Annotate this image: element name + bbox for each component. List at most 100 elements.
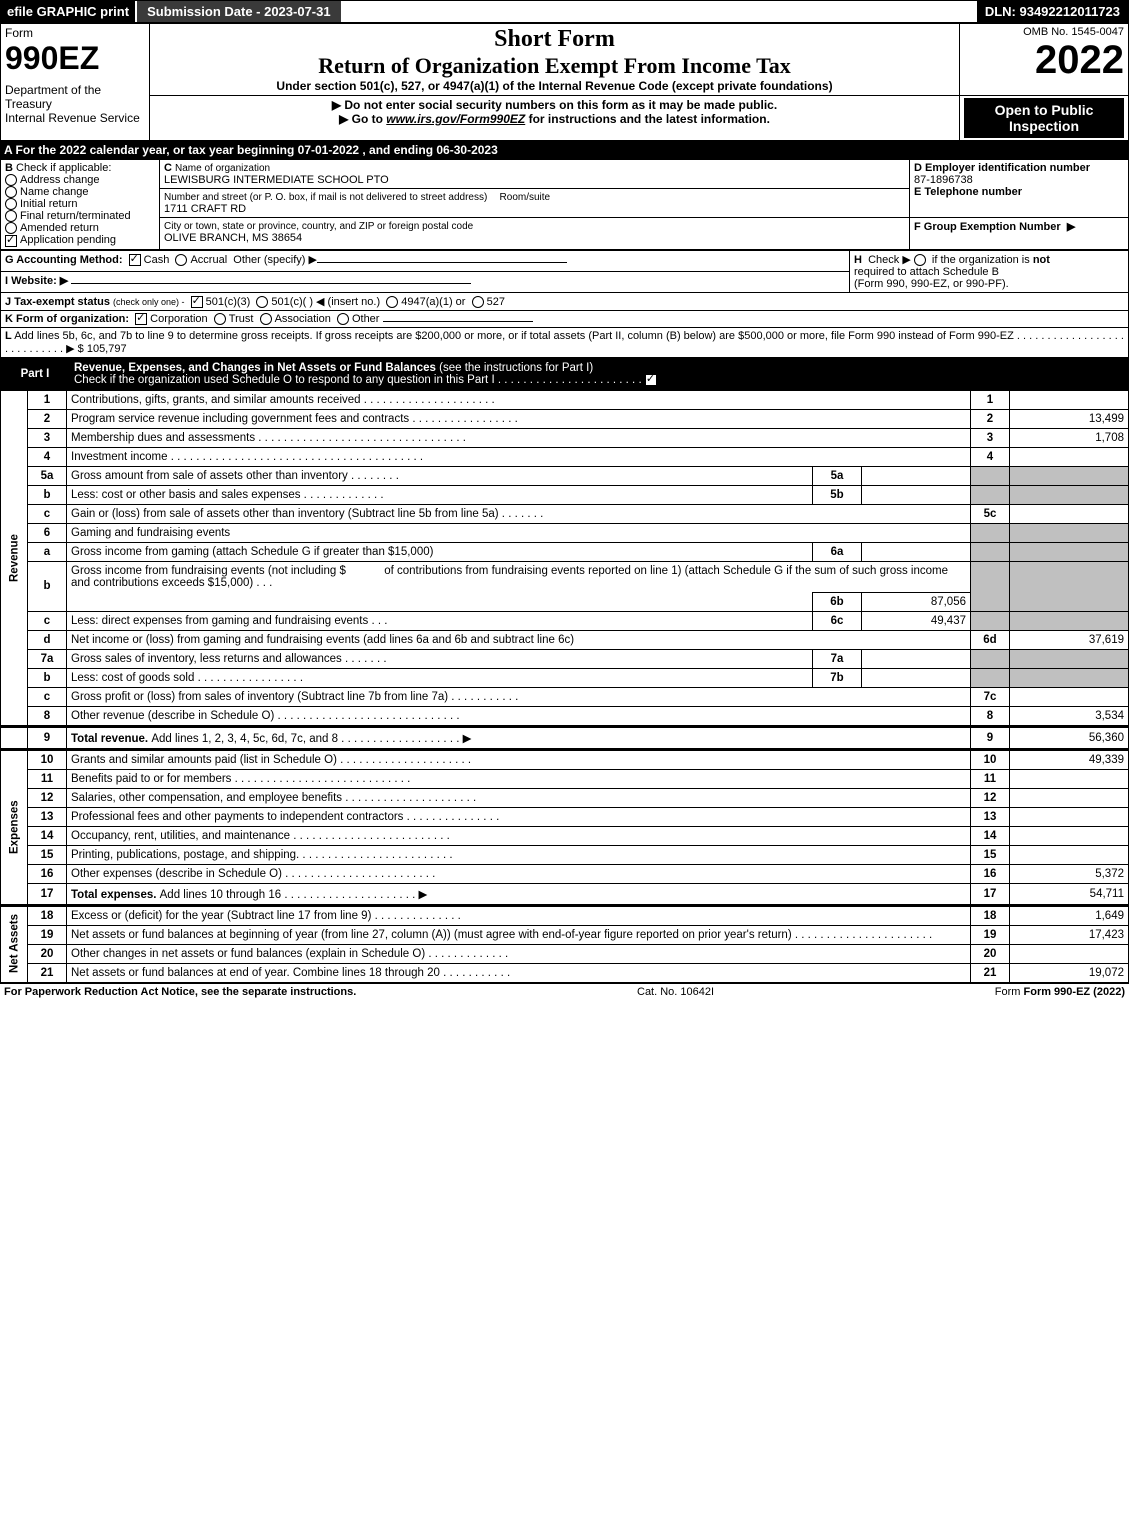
section-g-label: G Accounting Method: xyxy=(5,254,123,266)
final-return-checkbox[interactable] xyxy=(5,210,17,222)
line-9-desc-cell: Total revenue. Add lines 1, 2, 3, 4, 5c,… xyxy=(67,726,971,749)
initial-return-label: Initial return xyxy=(20,198,77,210)
address-change-label: Address change xyxy=(20,174,100,186)
line-15-val xyxy=(1010,845,1129,864)
line-14-box: 14 xyxy=(971,826,1010,845)
line-6c-val-shaded xyxy=(1010,611,1129,630)
other-org-label: Other xyxy=(352,313,380,325)
line-11-box: 11 xyxy=(971,769,1010,788)
line-5c-val xyxy=(1010,504,1129,523)
line-21-val: 19,072 xyxy=(1010,963,1129,982)
line-4-desc: Investment income . . . . . . . . . . . … xyxy=(67,447,971,466)
address-change-checkbox[interactable] xyxy=(5,174,17,186)
info-table: B Check if applicable: Address change Na… xyxy=(0,159,1129,250)
net-assets-side-label: Net Assets xyxy=(1,905,28,982)
line-6a-mval xyxy=(862,542,971,561)
corp-label: Corporation xyxy=(150,313,207,325)
form-label: Form xyxy=(5,26,145,40)
return-title: Return of Organization Exempt From Incom… xyxy=(154,53,955,79)
line-6b-desc-top: Gross income from fundraising events (no… xyxy=(67,561,971,592)
line-10-val: 49,339 xyxy=(1010,749,1129,769)
line-7a-mbox: 7a xyxy=(813,649,862,668)
line-5a-box-shaded xyxy=(971,466,1010,485)
line-11-num: 11 xyxy=(28,769,67,788)
city-label: City or town, state or province, country… xyxy=(164,221,473,232)
line-8-val: 3,534 xyxy=(1010,706,1129,726)
line-5b-desc: Less: cost or other basis and sales expe… xyxy=(67,485,813,504)
line-21-desc: Net assets or fund balances at end of ye… xyxy=(67,963,971,982)
line-6a-num: a xyxy=(28,542,67,561)
other-org-checkbox[interactable] xyxy=(337,313,349,325)
final-return-label: Final return/terminated xyxy=(20,210,131,222)
line-17-num: 17 xyxy=(28,883,67,905)
website-field[interactable] xyxy=(71,283,471,284)
line-6-val-shaded xyxy=(1010,523,1129,542)
line-6b-num: b xyxy=(28,561,67,611)
section-b-label: B xyxy=(5,162,13,174)
line-19-val: 17,423 xyxy=(1010,925,1129,944)
line-6d-box: 6d xyxy=(971,630,1010,649)
line-7b-mval xyxy=(862,668,971,687)
accrual-checkbox[interactable] xyxy=(175,254,187,266)
line-5c-box: 5c xyxy=(971,504,1010,523)
line-16-box: 16 xyxy=(971,864,1010,883)
schedule-o-checkbox[interactable] xyxy=(645,374,657,386)
line-6b-mbox: 6b xyxy=(813,592,862,611)
line-16-val: 5,372 xyxy=(1010,864,1129,883)
other-method-field[interactable] xyxy=(317,262,567,263)
501c3-checkbox[interactable] xyxy=(191,296,203,308)
4947a1-checkbox[interactable] xyxy=(386,296,398,308)
line-5c-num: c xyxy=(28,504,67,523)
section-f-arrow: ▶ xyxy=(1067,221,1075,233)
line-6c-num: c xyxy=(28,611,67,630)
527-checkbox[interactable] xyxy=(472,296,484,308)
line-21-box: 21 xyxy=(971,963,1010,982)
501c-checkbox[interactable] xyxy=(256,296,268,308)
paperwork-notice: For Paperwork Reduction Act Notice, see … xyxy=(4,986,356,998)
trust-checkbox[interactable] xyxy=(214,313,226,325)
line-18-box: 18 xyxy=(971,905,1010,925)
line-8-num: 8 xyxy=(28,706,67,726)
line-13-box: 13 xyxy=(971,807,1010,826)
part1-label: Part I xyxy=(1,358,70,389)
section-j-label: J Tax-exempt status xyxy=(5,296,110,308)
line-7c-box: 7c xyxy=(971,687,1010,706)
app-pending-checkbox[interactable] xyxy=(5,235,17,247)
initial-return-checkbox[interactable] xyxy=(5,198,17,210)
schedule-b-checkbox[interactable] xyxy=(914,254,926,266)
line-13-val xyxy=(1010,807,1129,826)
cash-checkbox[interactable] xyxy=(129,254,141,266)
line-7b-mbox: 7b xyxy=(813,668,862,687)
section-e-label: E Telephone number xyxy=(914,186,1022,198)
line-4-val xyxy=(1010,447,1129,466)
other-org-field[interactable] xyxy=(383,321,533,322)
line-6b-box-shaded xyxy=(971,561,1010,611)
part1-check-text: Check if the organization used Schedule … xyxy=(74,374,495,386)
corp-checkbox[interactable] xyxy=(135,313,147,325)
line-5b-val-shaded xyxy=(1010,485,1129,504)
line-2-val: 13,499 xyxy=(1010,409,1129,428)
assoc-checkbox[interactable] xyxy=(260,313,272,325)
lines-table: Revenue 1 Contributions, gifts, grants, … xyxy=(0,390,1129,983)
line-7a-mval xyxy=(862,649,971,668)
section-c-label: C xyxy=(164,162,172,174)
part1-subtitle: (see the instructions for Part I) xyxy=(439,362,593,374)
line-17-desc-cell: Total expenses. Add lines 10 through 16 … xyxy=(67,883,971,905)
line-9-box: 9 xyxy=(971,726,1010,749)
line-6c-box-shaded xyxy=(971,611,1010,630)
line-6-box-shaded xyxy=(971,523,1010,542)
section-h-text2: if the organization is xyxy=(932,254,1030,266)
org-name: LEWISBURG INTERMEDIATE SCHOOL PTO xyxy=(164,174,389,186)
name-change-checkbox[interactable] xyxy=(5,186,17,198)
line-9-desc2: Add lines 1, 2, 3, 4, 5c, 6d, 7c, and 8 … xyxy=(151,733,471,745)
line-9-desc: Total revenue. xyxy=(71,733,151,745)
name-change-label: Name change xyxy=(20,186,89,198)
line-7b-desc: Less: cost of goods sold . . . . . . . .… xyxy=(67,668,813,687)
line-16-desc: Other expenses (describe in Schedule O) … xyxy=(67,864,971,883)
line-15-num: 15 xyxy=(28,845,67,864)
ghijkl-table: G Accounting Method: Cash Accrual Other … xyxy=(0,250,1129,358)
efile-print-label[interactable]: efile GRAPHIC print xyxy=(1,1,135,22)
line-9-num: 9 xyxy=(28,726,67,749)
accrual-label: Accrual xyxy=(190,254,227,266)
irs-link[interactable]: www.irs.gov/Form990EZ xyxy=(386,112,525,126)
